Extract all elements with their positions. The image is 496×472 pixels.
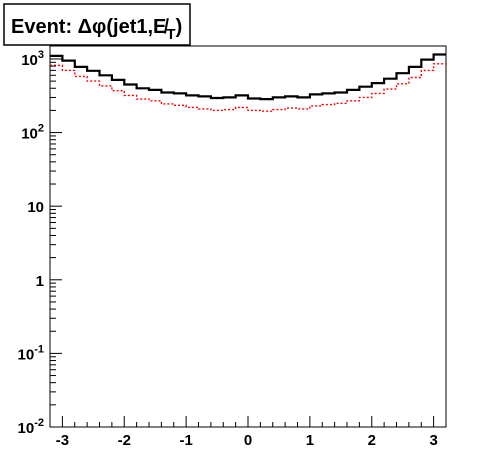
y-tick-label: 10 bbox=[27, 199, 44, 216]
chart-title-main: Event: Δφ(jet1,E̸ bbox=[11, 16, 169, 38]
title-box: Event: Δφ(jet1,E̸T) bbox=[3, 3, 191, 46]
y-tick-label: 102 bbox=[21, 123, 44, 143]
title-frame bbox=[3, 3, 191, 46]
y-tick-label: 103 bbox=[21, 49, 44, 69]
x-tick-label: 3 bbox=[429, 432, 437, 449]
chart-title: Event: Δφ(jet1,E̸T) bbox=[11, 16, 182, 43]
x-tick-label: 0 bbox=[244, 432, 252, 449]
x-tick-label: 2 bbox=[368, 432, 376, 449]
x-tick-label: -3 bbox=[56, 432, 69, 449]
x-tick-label: -1 bbox=[179, 432, 192, 449]
y-tick-label: 10-1 bbox=[18, 343, 44, 363]
chart-title-subscript: T bbox=[166, 26, 175, 43]
y-tick-label: 10-2 bbox=[18, 417, 44, 437]
series-layer bbox=[50, 53, 446, 112]
series-line-1 bbox=[50, 53, 446, 101]
chart-title-close: ) bbox=[176, 16, 183, 38]
axes-layer: -3 -2 -1 0 1 2 3 10-2 10-1 1 10 102 103 bbox=[18, 49, 447, 449]
x-tick-label: 1 bbox=[306, 432, 314, 449]
x-tick-label: -2 bbox=[118, 432, 131, 449]
series-line-2 bbox=[50, 63, 446, 112]
y-tick-label: 1 bbox=[36, 273, 44, 290]
